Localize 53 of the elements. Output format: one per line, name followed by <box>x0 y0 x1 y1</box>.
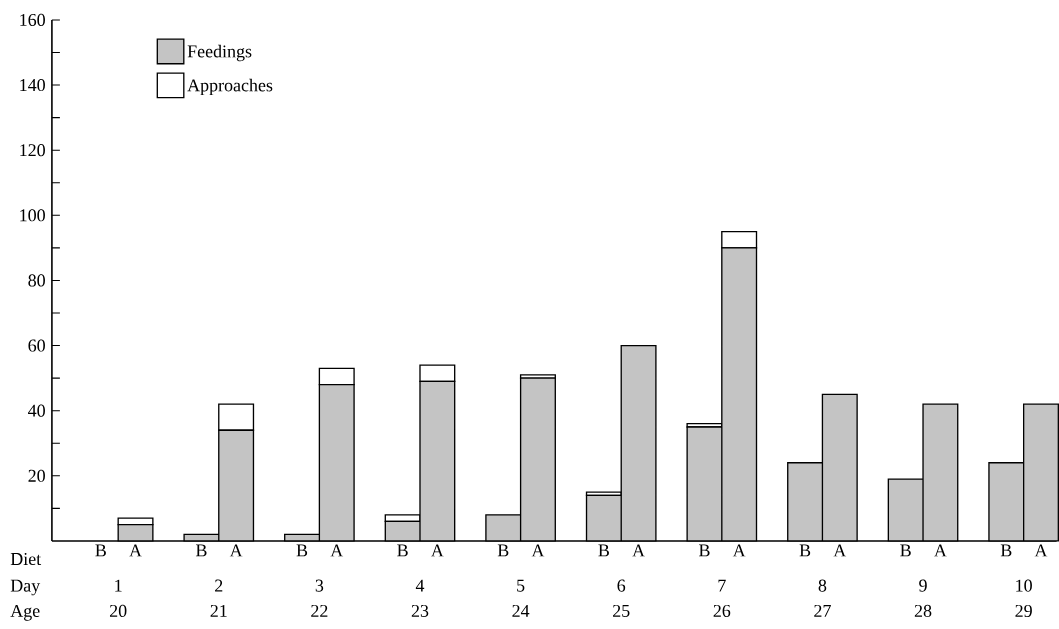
x-tick-label: A <box>330 544 344 557</box>
text: 7 <box>718 579 726 592</box>
y-tick-label: 20 <box>28 469 45 482</box>
y-tick-label: 80 <box>28 274 45 287</box>
text: 25 <box>613 605 630 618</box>
x-tick-label: B <box>1000 544 1012 557</box>
text: 21 <box>210 605 227 617</box>
y-tick-label: 100 <box>20 209 45 222</box>
y-tick-label: 140 <box>20 79 45 92</box>
text: 1 <box>115 579 122 592</box>
text: Diet <box>10 553 42 566</box>
text: 3 <box>315 579 324 592</box>
y-tick-label: 120 <box>20 144 45 157</box>
x-tick-label: A <box>934 544 947 557</box>
x-tick-label: B <box>95 544 106 557</box>
x-tick-label: A <box>833 544 847 557</box>
text: Age <box>10 605 40 621</box>
y-tick-label: 60 <box>28 339 45 352</box>
text: 23 <box>411 605 429 618</box>
text: 8 <box>818 579 827 592</box>
text: 27 <box>814 605 831 617</box>
text: 10 <box>1016 579 1032 592</box>
x-tick-label: B <box>598 544 609 557</box>
text: 9 <box>919 579 927 592</box>
text: 28 <box>914 604 932 618</box>
legend-label: Feedings <box>187 44 252 62</box>
x-tick-label: A <box>632 544 645 557</box>
x-tick-label: B <box>699 544 710 557</box>
x-tick-label: A <box>1034 544 1048 557</box>
x-tick-label: B <box>799 544 811 557</box>
text: Day <box>10 579 41 596</box>
x-tick-label: A <box>732 544 746 557</box>
x-tick-label: B <box>296 544 308 557</box>
x-tick-label: B <box>497 544 509 557</box>
text: 2 <box>215 579 223 592</box>
text: 22 <box>311 605 328 617</box>
x-tick-label: B <box>195 544 207 557</box>
legend-label: Approaches <box>187 78 273 96</box>
text: 24 <box>512 605 530 617</box>
x-tick-label: A <box>129 544 142 557</box>
x-tick-label: B <box>397 544 408 557</box>
text: 29 <box>1015 605 1032 618</box>
y-tick-label: 40 <box>28 404 45 417</box>
text: 6 <box>617 579 626 592</box>
text: 20 <box>109 604 127 618</box>
x-tick-label: B <box>900 544 911 557</box>
text: 26 <box>713 605 731 618</box>
text: 4 <box>415 579 425 592</box>
x-tick-label: A <box>229 544 243 557</box>
x-tick-label: A <box>531 544 545 557</box>
text: 5 <box>517 579 525 592</box>
x-tick-label: A <box>431 544 444 557</box>
y-tick-label: 160 <box>20 14 45 27</box>
